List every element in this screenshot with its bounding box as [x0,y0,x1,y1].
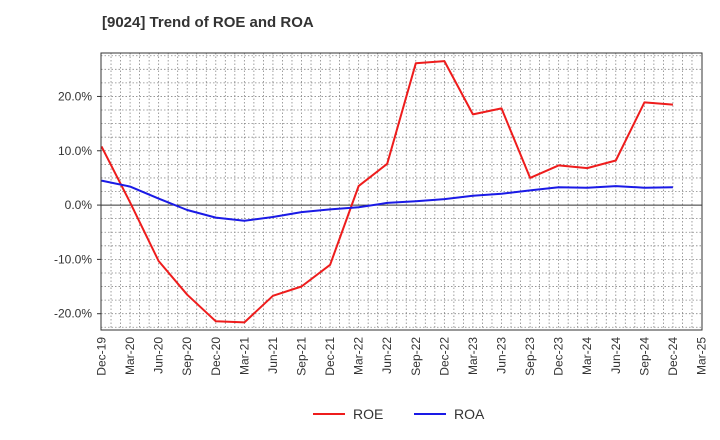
x-tick-label: Dec-23 [552,337,566,376]
series-line-roa [101,179,673,222]
x-tick-label: Mar-23 [466,337,480,375]
x-tick-label: Jun-22 [380,337,394,374]
x-tick-label: Jun-21 [266,337,280,374]
plot-area [101,53,702,330]
series-lines [100,60,673,324]
x-tick-label: Dec-21 [323,337,337,376]
x-tick-label: Mar-24 [580,337,594,375]
x-tick-label: Sep-23 [523,337,537,376]
y-tick-label: 0.0% [65,198,93,212]
x-tick-label: Sep-24 [637,337,651,376]
y-tick-label: 20.0% [58,89,92,103]
x-tick-label: Dec-19 [95,337,109,376]
y-tick-label: -10.0% [54,252,92,266]
x-tick-label: Dec-24 [666,337,680,376]
x-tick-label: Mar-20 [123,337,137,375]
x-tick-label: Mar-25 [695,337,709,375]
x-tick-label: Dec-22 [437,337,451,376]
y-tick-labels: -20.0% -10.0% 0.0% 10.0% 20.0% [54,89,101,321]
legend: ROE ROA [313,406,485,422]
y-tick-label: 10.0% [58,144,92,158]
x-tick-label: Jun-24 [609,337,623,374]
x-tick-label: Jun-20 [152,337,166,374]
x-tick-label: Sep-20 [180,337,194,376]
x-tick-label: Dec-20 [209,337,223,376]
chart-title: [9024] Trend of ROE and ROA [102,14,314,31]
x-tick-label: Jun-23 [495,337,509,374]
x-tick-labels: Dec-19 Mar-20 Jun-20 Sep-20 Dec-20 Mar-21 Jun-… [95,337,709,376]
x-tick-label: Mar-21 [237,337,251,375]
x-tick-label: Mar-22 [352,337,366,375]
y-tick-label: -20.0% [54,307,92,321]
x-tick-label: Sep-22 [409,337,423,376]
x-tick-label: Sep-21 [295,337,309,376]
legend-label-roa: ROA [454,406,485,422]
plot-border [100,52,703,331]
legend-label-roe: ROE [353,406,383,422]
series-line-roe [100,60,673,324]
